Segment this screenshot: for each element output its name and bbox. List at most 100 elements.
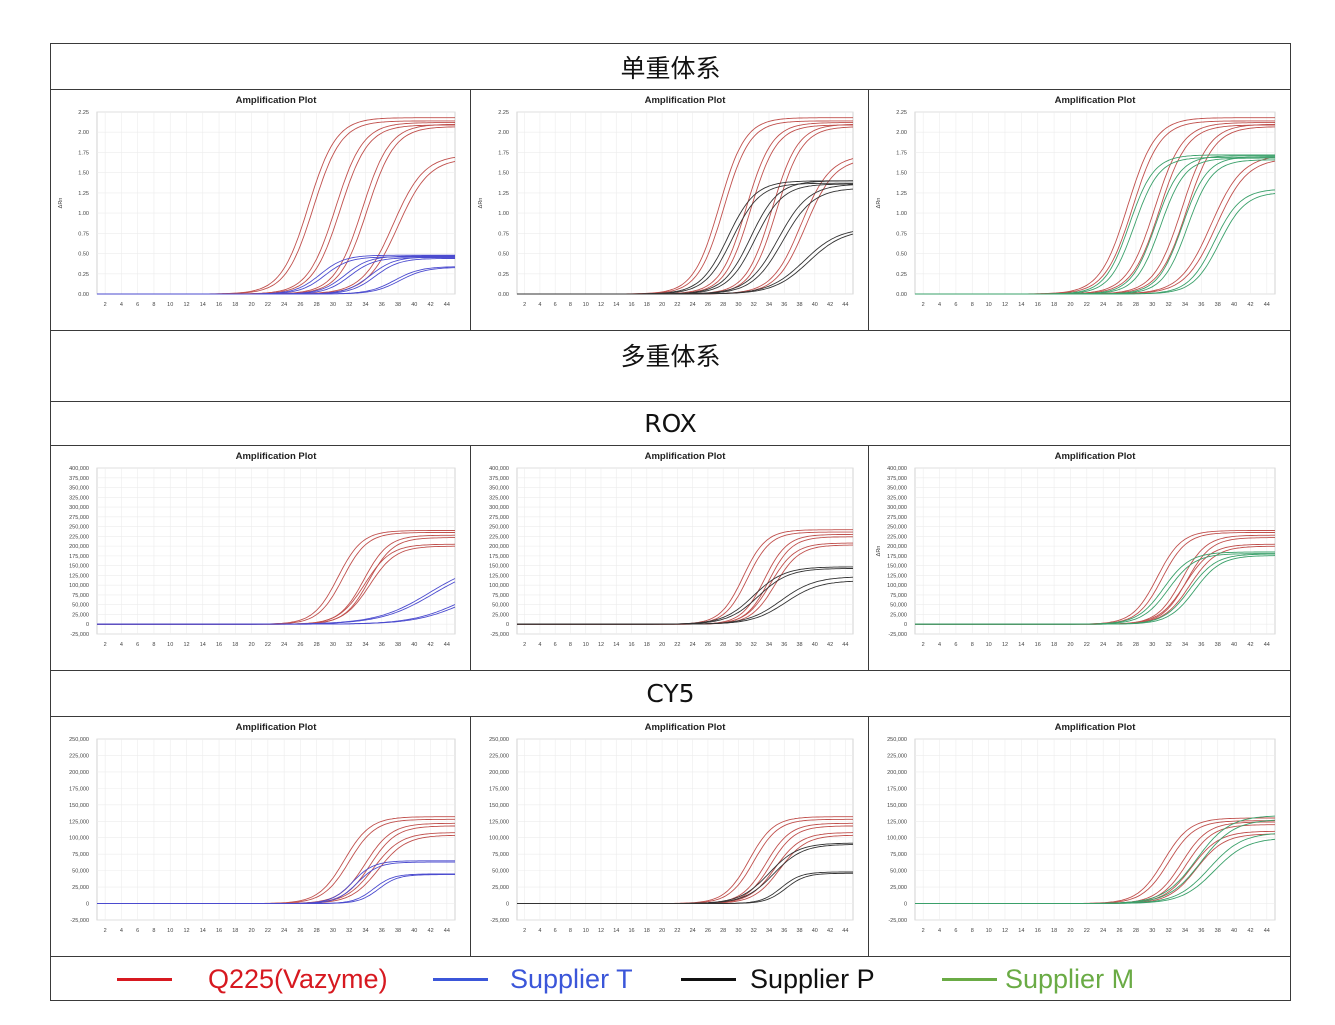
y-tick-label: 1.00 — [896, 211, 907, 217]
x-tick-label: 36 — [1198, 302, 1204, 308]
x-tick-label: 30 — [1149, 928, 1155, 934]
x-tick-label: 2 — [523, 928, 526, 934]
x-tick-label: 12 — [1002, 642, 1008, 648]
header-multi-text: 多重体系 — [620, 342, 721, 371]
x-tick-label: 26 — [705, 642, 711, 648]
y-tick-label: 225,000 — [489, 753, 509, 759]
x-tick-label: 34 — [766, 928, 772, 934]
x-tick-label: 34 — [362, 928, 368, 934]
y-tick-label: 400,000 — [887, 466, 907, 472]
y-tick-label: -25,000 — [70, 632, 89, 638]
x-tick-label: 44 — [842, 928, 848, 934]
y-tick-label: 0 — [506, 622, 509, 628]
x-tick-label: 2 — [104, 302, 107, 308]
x-tick-label: 42 — [428, 928, 434, 934]
x-tick-label: 20 — [249, 302, 255, 308]
x-tick-label: 36 — [379, 928, 385, 934]
x-tick-label: 32 — [346, 642, 352, 648]
y-tick-label: 100,000 — [887, 583, 907, 589]
x-tick-label: 30 — [330, 928, 336, 934]
y-tick-label: 200,000 — [489, 544, 509, 550]
amplification-curve — [97, 874, 455, 904]
x-tick-label: 40 — [1231, 302, 1237, 308]
y-tick-label: 1.50 — [896, 171, 907, 177]
y-tick-label: 150,000 — [69, 564, 89, 570]
y-tick-label: 150,000 — [69, 803, 89, 809]
x-tick-label: 10 — [583, 642, 589, 648]
x-tick-label: 16 — [216, 928, 222, 934]
x-tick-label: 20 — [249, 642, 255, 648]
cell-r2: Amplification Plot 2 4 6 8 10 12 14 16 18 20 22 24 26… — [470, 446, 869, 670]
y-tick-label: 1.00 — [498, 211, 509, 217]
x-tick-label: 32 — [751, 642, 757, 648]
plot-title: Amplification Plot — [236, 722, 318, 733]
y-tick-label: 300,000 — [489, 505, 509, 511]
x-tick-label: 36 — [781, 642, 787, 648]
y-tick-label: 275,000 — [887, 515, 907, 521]
y-tick-label: 0.50 — [896, 252, 907, 258]
x-tick-label: 2 — [104, 642, 107, 648]
cell-s1: Amplification Plot 2 4 6 8 10 12 14 16 18 20 22 24 26… — [51, 90, 470, 330]
y-tick-label: 2.25 — [896, 110, 907, 116]
x-tick-label: 8 — [971, 928, 974, 934]
x-tick-label: 36 — [781, 302, 787, 308]
x-tick-label: 6 — [954, 642, 957, 648]
x-tick-label: 2 — [523, 302, 526, 308]
x-tick-label: 22 — [1084, 302, 1090, 308]
x-tick-label: 42 — [428, 302, 434, 308]
x-tick-label: 32 — [1166, 302, 1172, 308]
x-tick-label: 44 — [444, 302, 450, 308]
y-tick-label: 1.75 — [498, 150, 509, 156]
x-tick-label: 18 — [232, 302, 238, 308]
legend-item-supplier-t: Supplier T — [433, 958, 633, 1000]
x-tick-label: 8 — [152, 302, 155, 308]
header-multi: 多重体系 — [51, 331, 1290, 402]
y-tick-label: 75,000 — [492, 852, 509, 858]
x-tick-label: 16 — [1035, 302, 1041, 308]
x-tick-label: 32 — [1166, 928, 1172, 934]
x-tick-label: 30 — [330, 642, 336, 648]
x-tick-label: 28 — [720, 302, 726, 308]
cell-r3: Amplification Plot 2 4 6 8 10 12 14 16 18 20 22 24 26… — [869, 446, 1290, 670]
x-tick-label: 34 — [766, 642, 772, 648]
x-tick-label: 42 — [827, 928, 833, 934]
x-tick-label: 18 — [1051, 642, 1057, 648]
x-tick-label: 26 — [297, 642, 303, 648]
x-tick-label: 12 — [1002, 928, 1008, 934]
y-tick-label: 0.25 — [896, 272, 907, 278]
x-tick-label: 42 — [1247, 928, 1253, 934]
legend-label-supplier-t: Supplier T — [510, 963, 633, 994]
x-tick-label: 22 — [674, 302, 680, 308]
x-tick-label: 14 — [200, 928, 206, 934]
y-tick-label: 50,000 — [72, 869, 89, 875]
cell-r1: Amplification Plot 2 4 6 8 10 12 14 16 18 20 22 24 26… — [51, 446, 470, 670]
y-tick-label: 100,000 — [489, 583, 509, 589]
x-tick-label: 28 — [314, 642, 320, 648]
y-tick-label: 125,000 — [489, 573, 509, 579]
y-axis-label: ΔRn — [876, 546, 882, 557]
x-tick-label: 4 — [938, 642, 941, 648]
x-tick-label: 10 — [167, 302, 173, 308]
x-tick-label: 24 — [281, 928, 287, 934]
x-tick-label: 34 — [362, 302, 368, 308]
legend-item-supplier-m: Supplier M — [942, 958, 1134, 1000]
x-tick-label: 30 — [735, 928, 741, 934]
y-tick-label: 25,000 — [72, 885, 89, 891]
y-axis-label: ΔRn — [58, 198, 64, 209]
x-tick-label: 36 — [379, 642, 385, 648]
x-tick-label: 8 — [152, 928, 155, 934]
y-tick-label: 0.50 — [78, 252, 89, 258]
x-tick-label: 30 — [330, 302, 336, 308]
x-tick-label: 14 — [613, 928, 619, 934]
y-tick-label: 2.00 — [498, 130, 509, 136]
x-tick-label: 12 — [598, 302, 604, 308]
x-tick-label: 18 — [1051, 928, 1057, 934]
legend-swatch-supplier-m — [942, 977, 997, 981]
x-tick-label: 44 — [444, 642, 450, 648]
x-tick-label: 6 — [954, 302, 957, 308]
y-tick-label: 175,000 — [69, 554, 89, 560]
x-tick-label: 38 — [395, 302, 401, 308]
x-tick-label: 30 — [735, 302, 741, 308]
plot-title: Amplification Plot — [236, 95, 318, 106]
cell-c1: Amplification Plot 2 4 6 8 10 12 14 16 18 20 22 24 26… — [51, 717, 470, 956]
